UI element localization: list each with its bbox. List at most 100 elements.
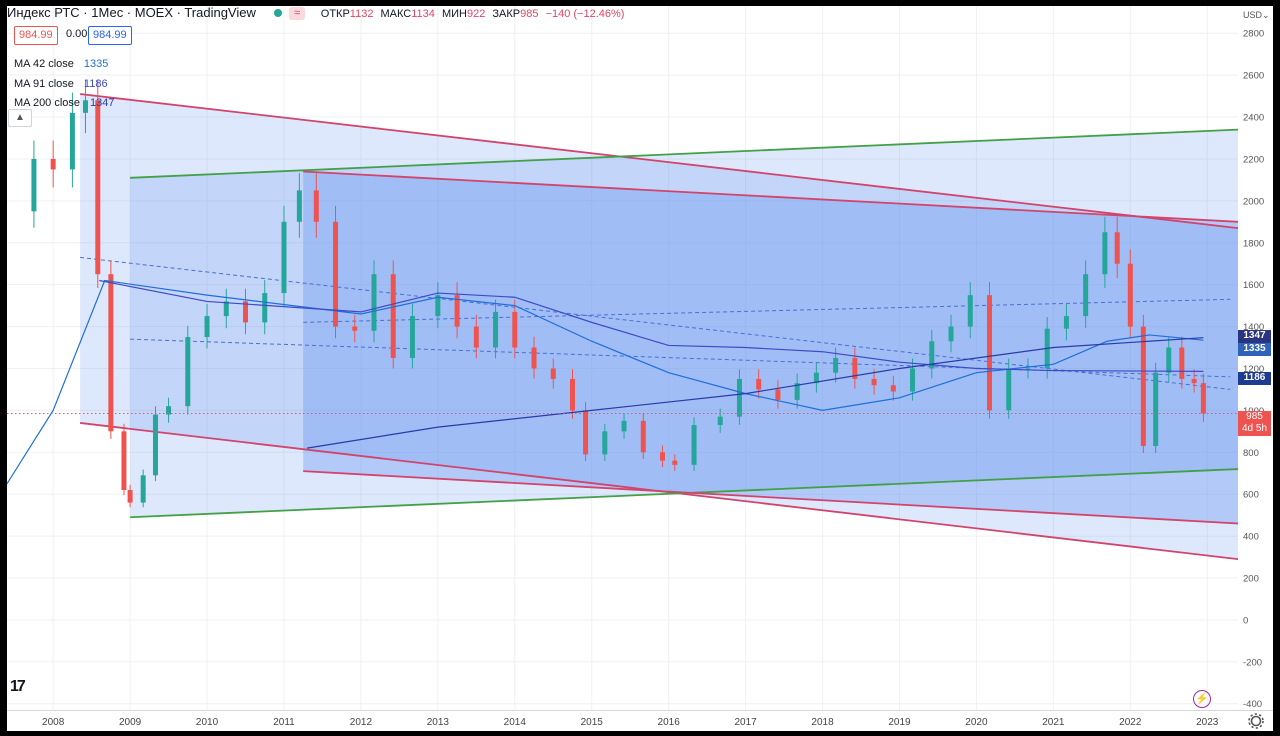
y-tick-label: 1400: [1243, 322, 1264, 333]
candle-body: [833, 358, 839, 373]
candle-body: [69, 112, 75, 170]
high-label: МАКС: [380, 8, 412, 20]
y-tick-label: 800: [1243, 448, 1259, 459]
ma-200-price-tag: 1347: [1238, 330, 1271, 343]
y-tick-label: 2200: [1243, 154, 1264, 165]
candle-body: [583, 410, 589, 455]
candle-body: [1127, 263, 1133, 327]
collapse-legend-button[interactable]: ▲: [8, 109, 32, 127]
market-status-icon: [273, 9, 282, 18]
sell-price-button[interactable]: 984.99: [14, 26, 58, 45]
candle-body: [1006, 368, 1012, 411]
candle-body: [473, 326, 479, 348]
channel-line: [303, 170, 1238, 223]
candle-body: [108, 274, 114, 432]
x-tick-label: 2012: [350, 717, 373, 728]
channel-line: [79, 93, 1238, 229]
candle-body: [1083, 274, 1089, 317]
ma-91-price-tag: 1186: [1238, 372, 1271, 385]
candle-body: [890, 385, 896, 392]
channel-midline: [80, 256, 1231, 390]
candle-body: [185, 337, 191, 407]
candle-body: [1191, 378, 1197, 384]
low-value: 922: [466, 8, 486, 20]
candle-body: [1063, 316, 1069, 329]
candle-body: [756, 378, 762, 390]
candle-body: [204, 316, 210, 338]
price-chart[interactable]: [7, 6, 1238, 710]
x-tick-label: 2009: [119, 717, 142, 728]
y-tick-label: 400: [1243, 532, 1259, 543]
candle-body: [813, 372, 819, 384]
indicator-ma-91[interactable]: MA 91 close 1186: [7, 78, 108, 90]
candle-body: [121, 431, 127, 490]
ma-91-line: [99, 279, 1204, 373]
channel-fill: [130, 129, 1238, 518]
candle-body: [512, 311, 518, 348]
candle-body: [910, 368, 916, 392]
candle-body: [435, 295, 441, 317]
y-tick-label: 1200: [1243, 364, 1264, 375]
candle-body: [352, 326, 358, 331]
candle-body: [127, 490, 133, 503]
candle-body: [967, 295, 973, 327]
candle-body: [390, 274, 396, 358]
candle-body: [140, 475, 146, 503]
y-tick-label: 200: [1243, 574, 1259, 585]
price-axis[interactable]: -400-20002004006008001000120014001600180…: [1238, 6, 1273, 710]
indicator-ma-42[interactable]: MA 42 close 1335: [7, 58, 108, 70]
candle-body: [313, 190, 319, 222]
candle-body: [152, 414, 158, 476]
last-price-value: 985: [1246, 411, 1263, 422]
candle-body: [794, 383, 800, 400]
y-tick-label: 1800: [1243, 238, 1264, 249]
wave-icon[interactable]: ≈: [289, 7, 306, 21]
gear-icon[interactable]: [1238, 711, 1273, 731]
y-tick-label: 2600: [1243, 71, 1264, 82]
candle-body: [775, 389, 781, 400]
candle-body: [717, 416, 723, 426]
change-value: −140 (−12.46%): [545, 8, 625, 20]
currency-selector[interactable]: USD⌄: [1243, 10, 1270, 21]
chevron-down-icon: ⌄: [1262, 10, 1270, 20]
time-axis[interactable]: 2008 2009 2010 2011 2012 2013 2014 2015 2016 2017…: [7, 710, 1238, 731]
spread-value: 0.00: [66, 28, 88, 40]
candle-body: [1114, 232, 1120, 264]
ohlc-values: ОТКР1132 МАКС1134 МИН922 ЗАКР985 −140 (−…: [321, 8, 629, 20]
tradingview-logo[interactable]: 17: [10, 678, 26, 695]
symbol-title[interactable]: Индекс РТС · 1Мес · MOEX · TradingView: [7, 5, 256, 20]
candle-body: [333, 221, 339, 327]
lightning-icon[interactable]: ⚡: [1193, 690, 1211, 708]
candle-body: [1102, 232, 1108, 275]
ma-200-line: [306, 337, 1204, 449]
candle-body: [660, 452, 666, 461]
candle-body: [929, 341, 935, 369]
candle-body: [166, 406, 172, 415]
candle-body: [243, 301, 249, 323]
candle-body: [82, 100, 88, 113]
open-label: ОТКР: [320, 8, 350, 20]
currency-label: USD: [1243, 10, 1263, 20]
axis-settings-button[interactable]: [1238, 710, 1273, 731]
x-tick-label: 2019: [888, 717, 911, 728]
candle-body: [948, 326, 954, 342]
y-tick-label: 2400: [1243, 113, 1264, 124]
candle-body: [95, 100, 101, 275]
candle-body: [50, 158, 56, 170]
channel-line: [130, 128, 1238, 179]
candle-body: [672, 460, 678, 465]
indicator-label: MA 200 close: [14, 97, 81, 109]
indicator-ma-200[interactable]: MA 200 close 1347: [7, 97, 115, 109]
candle-body: [602, 431, 608, 455]
channel-fill: [303, 171, 1238, 524]
channel-fill: [80, 94, 1238, 560]
plot-area[interactable]: [7, 6, 1238, 710]
x-tick-label: 2014: [504, 717, 527, 728]
buy-price-button[interactable]: 984.99: [88, 26, 132, 45]
x-tick-label: 2017: [734, 717, 757, 728]
candle-body: [371, 274, 377, 331]
candle-body: [296, 190, 302, 222]
y-tick-label: 600: [1243, 490, 1259, 501]
candle-body: [1179, 347, 1185, 379]
candle-body: [691, 425, 697, 465]
